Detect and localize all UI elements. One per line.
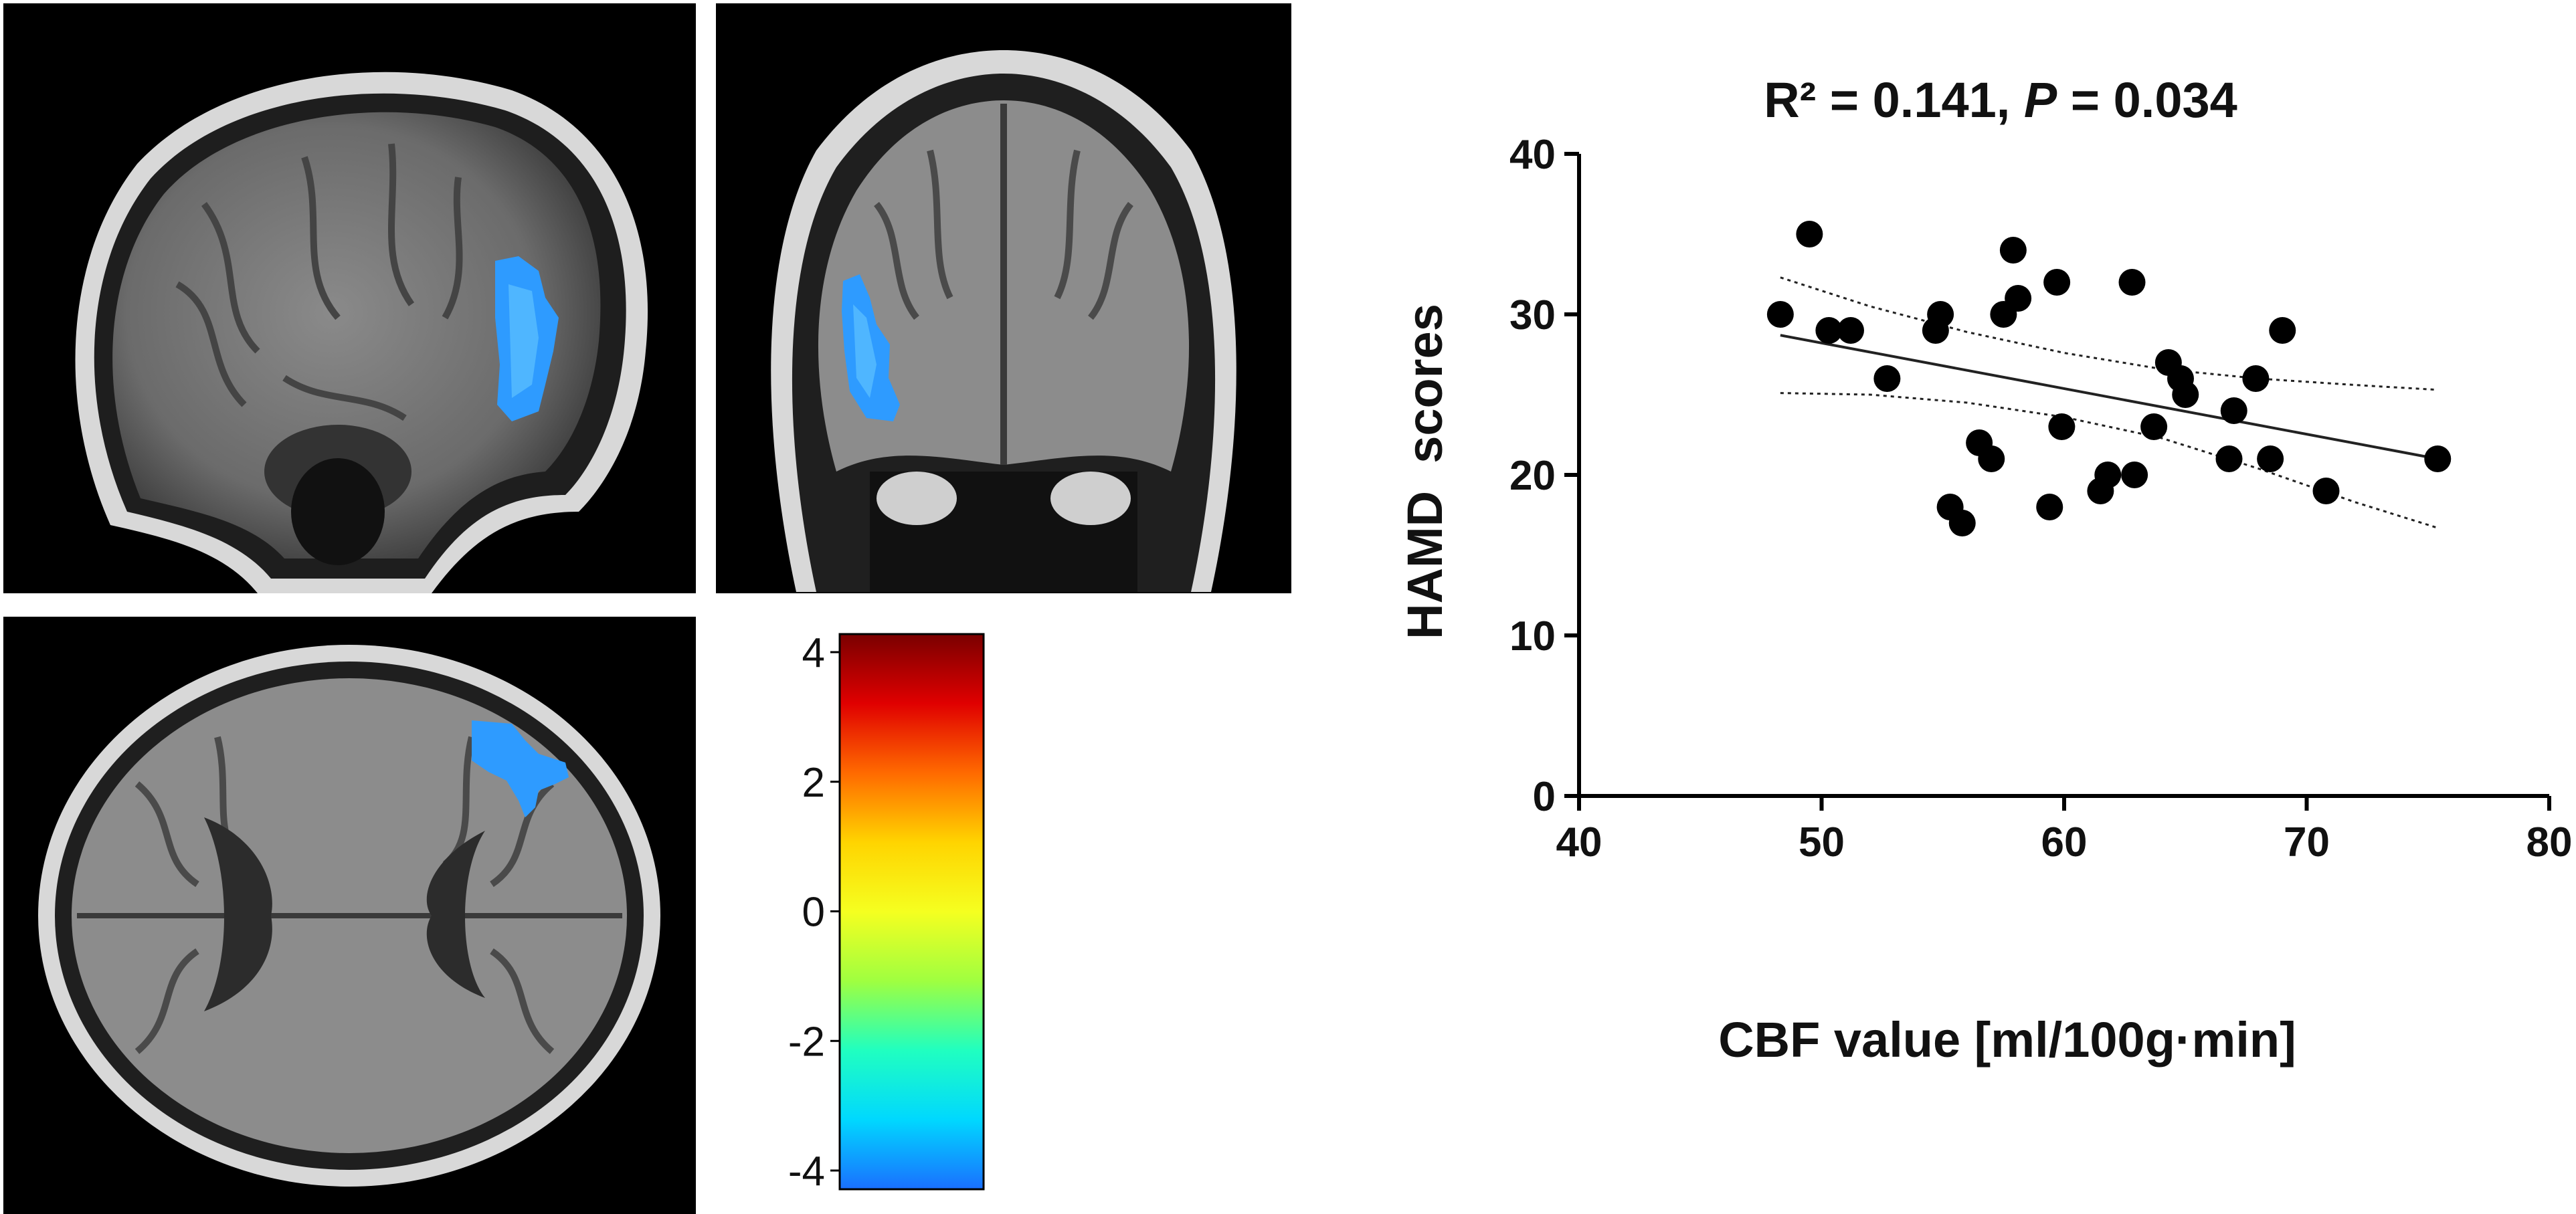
data-point xyxy=(1837,317,1864,344)
regression-line xyxy=(1780,334,2438,460)
x-tick-label: 40 xyxy=(1556,819,1602,866)
coronal-brain-panel xyxy=(716,3,1291,593)
data-point xyxy=(2269,317,2296,344)
data-point xyxy=(2140,413,2168,440)
colorbar-tick-label: 2 xyxy=(802,760,825,806)
scatter-chart: R² = 0.141, P = 0.034 HAMD scores CBF va… xyxy=(1397,72,2572,1068)
x-tick-label: 50 xyxy=(1799,819,1845,866)
data-point xyxy=(2242,365,2270,392)
data-point xyxy=(2215,445,2243,472)
chart-title: R² = 0.141, P = 0.034 xyxy=(1764,72,2237,128)
colorbar: 4 2 0 -2 -4 xyxy=(776,629,1057,1204)
data-point xyxy=(2220,397,2247,424)
axial-brain-panel xyxy=(3,617,696,1214)
y-tick-label: 10 xyxy=(1509,613,1556,660)
data-point xyxy=(2094,462,2122,488)
y-tick-label: 20 xyxy=(1509,453,1556,499)
colorbar-tick-label: -4 xyxy=(788,1148,825,1195)
colorbar-tick-label: -2 xyxy=(788,1019,825,1065)
data-point xyxy=(2312,478,2340,504)
data-point xyxy=(2257,445,2284,472)
data-point xyxy=(2043,269,2071,296)
confidence-band-lower xyxy=(1780,392,2438,529)
data-point xyxy=(2036,494,2063,520)
colorbar-gradient xyxy=(838,633,985,1191)
data-point xyxy=(2121,462,2148,488)
plot-area: 0 10 20 30 40 40 50 60 70 80 xyxy=(1509,132,2572,866)
axial-brain-image xyxy=(38,645,660,1187)
data-point xyxy=(2118,269,2146,296)
data-point xyxy=(1796,221,1823,247)
data-point xyxy=(1873,365,1901,392)
data-point xyxy=(2172,381,2199,408)
colorbar-svg: 4 2 0 -2 -4 xyxy=(788,630,985,1195)
colorbar-tick-label: 0 xyxy=(802,890,825,936)
x-tick-label: 60 xyxy=(2041,819,2088,866)
coronal-brain-image xyxy=(771,50,1236,592)
y-tick-label: 30 xyxy=(1509,292,1556,338)
data-point xyxy=(1978,445,2005,472)
confidence-band-upper xyxy=(1780,276,2438,391)
data-point xyxy=(2048,413,2076,440)
data-point xyxy=(1948,510,1976,536)
data-point xyxy=(1999,237,2027,264)
data-point xyxy=(1927,301,1954,328)
y-tick-label: 40 xyxy=(1509,132,1556,178)
data-point xyxy=(1766,301,1794,328)
data-point xyxy=(2424,445,2452,472)
x-tick-label: 80 xyxy=(2526,819,2573,866)
y-axis-label: HAMD scores xyxy=(1397,304,1453,639)
x-axis-label: CBF value [ml/100g·min] xyxy=(1718,1012,2296,1068)
data-point xyxy=(2005,285,2032,312)
data-point xyxy=(1815,317,1843,344)
y-tick-label: 0 xyxy=(1533,774,1556,820)
sagittal-brain-panel xyxy=(3,3,696,593)
sagittal-brain-image xyxy=(75,72,648,593)
x-tick-label: 70 xyxy=(2284,819,2330,866)
colorbar-tick-label: 4 xyxy=(802,630,825,676)
